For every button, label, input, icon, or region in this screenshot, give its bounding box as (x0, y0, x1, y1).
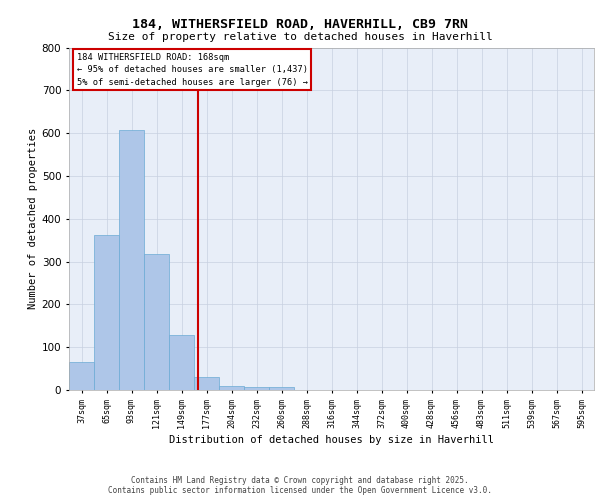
Y-axis label: Number of detached properties: Number of detached properties (28, 128, 38, 310)
Bar (194, 377, 219, 390)
Text: Contains HM Land Registry data © Crown copyright and database right 2025.
Contai: Contains HM Land Registry data © Crown c… (108, 476, 492, 495)
Bar (269, 386, 294, 390)
Text: 184, WITHERSFIELD ROAD, HAVERHILL, CB9 7RN: 184, WITHERSFIELD ROAD, HAVERHILL, CB9 7… (132, 18, 468, 30)
X-axis label: Distribution of detached houses by size in Haverhill: Distribution of detached houses by size … (169, 434, 494, 444)
Bar (94, 235, 119, 390)
Bar (119, 130, 144, 390)
Bar (144, 254, 169, 390)
Bar (244, 386, 269, 390)
Text: 184 WITHERSFIELD ROAD: 168sqm
← 95% of detached houses are smaller (1,437)
5% of: 184 WITHERSFIELD ROAD: 168sqm ← 95% of d… (77, 52, 308, 86)
Bar (219, 386, 244, 390)
Text: Size of property relative to detached houses in Haverhill: Size of property relative to detached ho… (107, 32, 493, 42)
Bar (69, 362, 94, 390)
Bar (169, 335, 194, 390)
